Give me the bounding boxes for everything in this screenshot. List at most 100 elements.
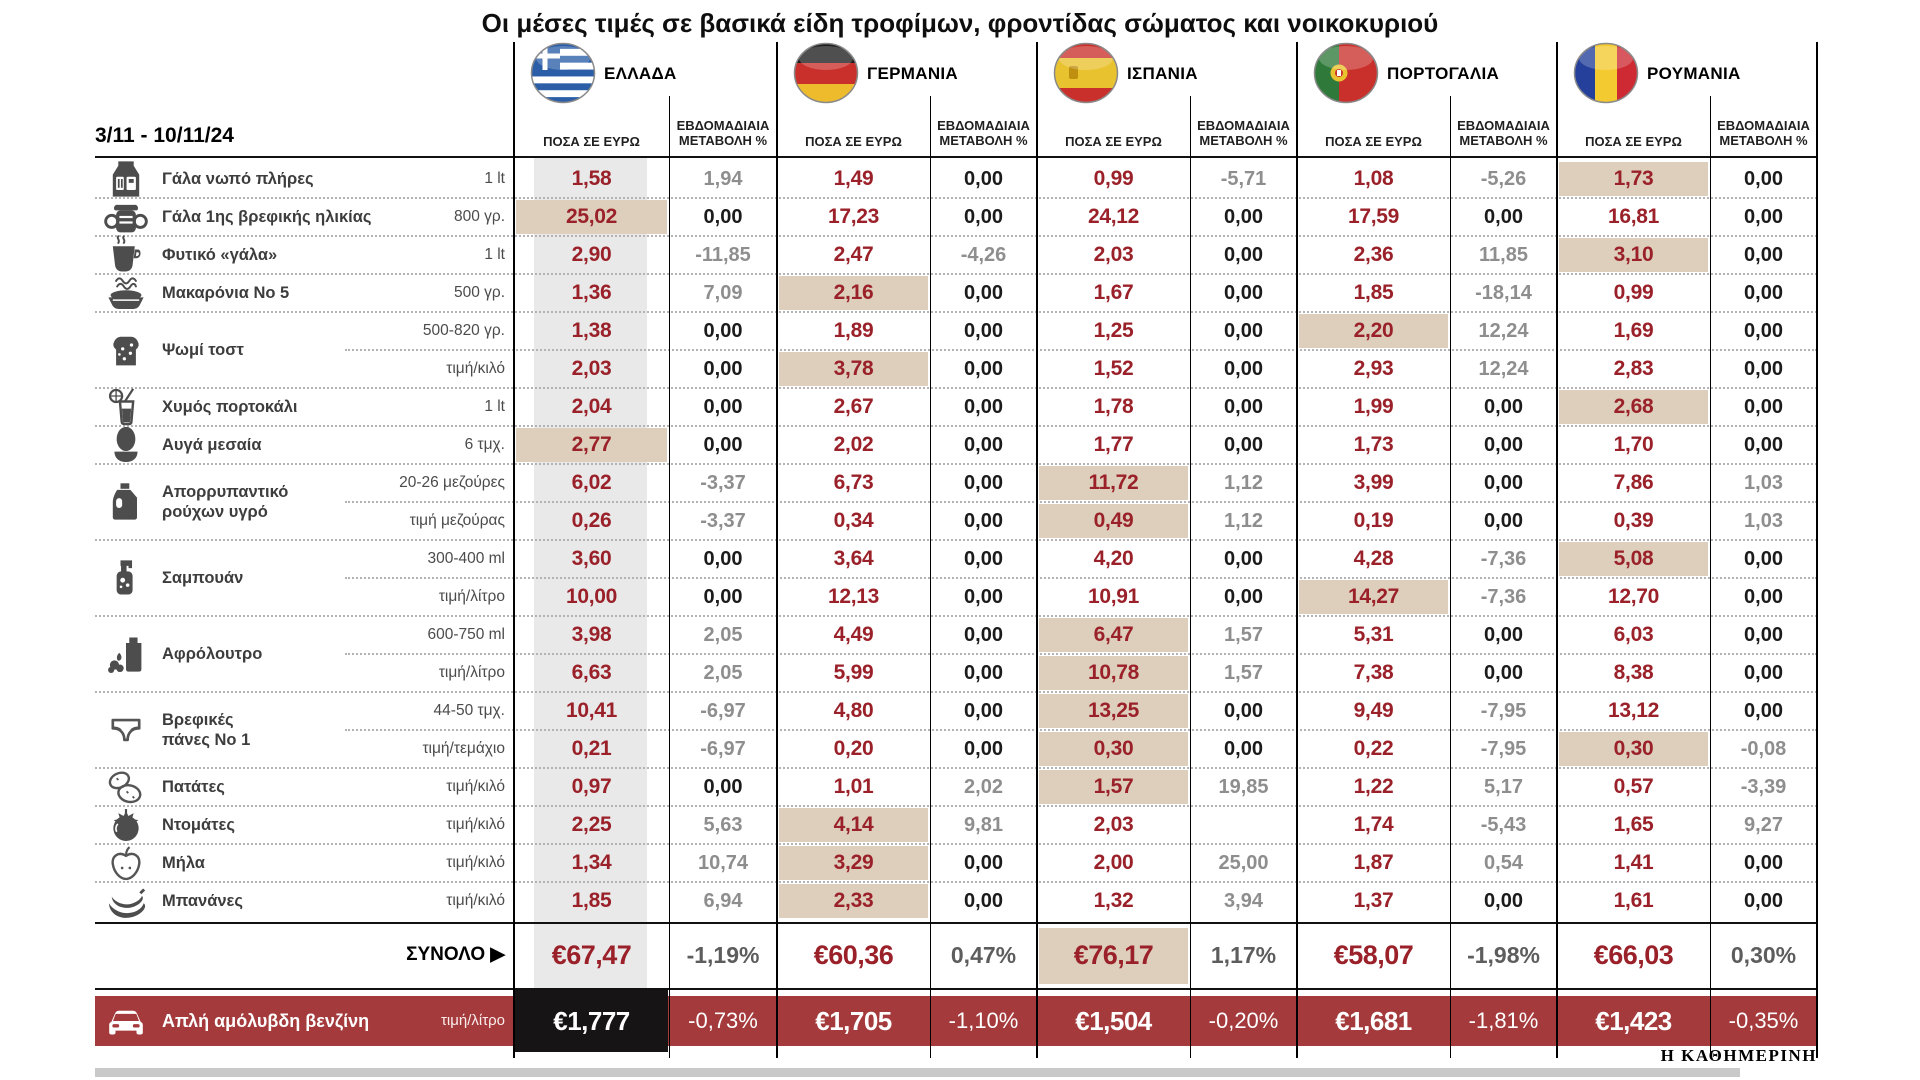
- price-value: 6,47: [1093, 623, 1134, 646]
- product-name: πάνες No 1: [162, 731, 251, 749]
- change-value: 0,00: [964, 738, 1003, 760]
- footer-bar: [95, 1068, 1740, 1077]
- fuel-price-value: €1,681: [1335, 1006, 1412, 1036]
- product-name: ρούχων υγρό: [162, 503, 268, 521]
- highlight-cell: [1039, 618, 1188, 652]
- change-value: 1,03: [1744, 472, 1783, 494]
- price-value: 0,99: [1613, 281, 1654, 304]
- change-value: 0,00: [964, 320, 1003, 342]
- fuel-name: Απλή αμόλυβδη βενζίνη: [162, 1011, 370, 1031]
- highlight-cell: [516, 428, 667, 462]
- change-value: 0,00: [1744, 548, 1783, 570]
- price-value: 6,03: [1613, 623, 1654, 646]
- price-value: 7,38: [1353, 661, 1394, 684]
- change-value: 0,00: [964, 206, 1003, 228]
- product-name: Γάλα 1ης βρεφικής ηλικίας: [162, 208, 372, 226]
- fuel-price-value: €1,705: [815, 1006, 892, 1036]
- change-value: -4,26: [960, 244, 1007, 266]
- change-value: 0,00: [1744, 586, 1783, 608]
- germany-flag-icon: [793, 42, 859, 104]
- column-header-change-line2: ΜΕΤΑΒΟΛΗ %: [1459, 133, 1548, 148]
- change-value: 0,00: [1484, 662, 1523, 684]
- unit-label: 20-26 μεζούρες: [399, 474, 505, 491]
- juice-glass-icon: [104, 385, 148, 429]
- change-value: 0,00: [703, 548, 743, 570]
- price-value: 0,26: [571, 509, 612, 532]
- change-value: -0,08: [1740, 738, 1787, 760]
- change-value: 0,00: [703, 320, 743, 342]
- change-value: 0,00: [1224, 548, 1263, 570]
- highlight-cell: [779, 276, 928, 310]
- mug-icon: [104, 233, 148, 277]
- row-divider: [95, 615, 1817, 617]
- price-value: 16,81: [1607, 205, 1660, 228]
- price-value: 1,67: [1093, 281, 1134, 304]
- date-range: 3/11 - 10/11/24: [95, 124, 234, 147]
- change-value: 0,00: [1744, 624, 1783, 646]
- price-value: 1,22: [1353, 775, 1394, 798]
- price-value: 1,25: [1093, 319, 1134, 342]
- change-value: 0,00: [703, 396, 743, 418]
- change-value: 0,00: [703, 776, 743, 798]
- highlight-cell: [779, 884, 928, 918]
- price-value: 0,97: [571, 775, 612, 798]
- product-name: Μήλα: [162, 854, 205, 872]
- highlight-cell: [1559, 732, 1708, 766]
- column-header-change-line2: ΜΕΤΑΒΟΛΗ %: [939, 133, 1028, 148]
- column-divider: [1450, 96, 1451, 1058]
- product-name: Αφρόλουτρο: [162, 645, 263, 663]
- row-divider: [95, 425, 1817, 427]
- price-value: 10,00: [565, 585, 618, 608]
- unit-label: 600-750 ml: [427, 626, 505, 643]
- totals-change-value: -1,19%: [686, 942, 760, 968]
- unit-label: 800 γρ.: [453, 208, 505, 225]
- car-icon: [104, 1000, 148, 1042]
- totals-price-value: €60,36: [813, 940, 894, 970]
- product-name: Φυτικό «γάλα»: [162, 246, 278, 264]
- spain-flag-icon: [1053, 42, 1119, 104]
- column-divider: [1816, 42, 1818, 1058]
- column-header-price: ΠΟΣΑ ΣΕ ΕΥΡΩ: [1585, 134, 1682, 149]
- change-value: 7,09: [703, 282, 743, 304]
- product-name: Ψωμί τοστ: [162, 341, 244, 359]
- highlight-cell: [779, 352, 928, 386]
- price-value: 5,99: [833, 661, 874, 684]
- fuel-price-value: €1,423: [1595, 1006, 1672, 1036]
- change-value: 5,63: [703, 814, 743, 836]
- price-value: 2,02: [833, 433, 874, 456]
- price-value: 13,25: [1087, 699, 1140, 722]
- highlight-cell: [1299, 314, 1448, 348]
- unit-label: 1 lt: [484, 246, 505, 263]
- column-header-change-line1: ΕΒΔΟΜΑΔΙΑΙΑ: [937, 118, 1030, 133]
- price-value: 7,86: [1613, 471, 1654, 494]
- price-value: 13,12: [1607, 699, 1660, 722]
- change-value: 0,00: [1744, 852, 1783, 874]
- price-value: 1,69: [1613, 319, 1654, 342]
- fuel-change-value: -0,35%: [1728, 1008, 1799, 1033]
- highlight-cell: [779, 808, 928, 842]
- price-value: 0,49: [1093, 509, 1134, 532]
- price-value: 5,31: [1353, 623, 1394, 646]
- column-divider: [776, 42, 778, 1058]
- change-value: 0,00: [964, 510, 1003, 532]
- price-value: 4,80: [833, 699, 874, 722]
- price-value: 0,30: [1093, 737, 1134, 760]
- change-value: -3,37: [700, 510, 746, 532]
- price-value: 1,32: [1093, 889, 1134, 912]
- change-value: 0,00: [1224, 434, 1263, 456]
- price-value: 1,57: [1093, 775, 1134, 798]
- change-value: 1,12: [1224, 472, 1263, 494]
- price-value: 25,02: [565, 205, 618, 228]
- price-value: 2,04: [571, 395, 612, 418]
- price-value: 2,16: [833, 281, 874, 304]
- price-value: 0,20: [833, 737, 874, 760]
- price-value: 6,73: [833, 471, 874, 494]
- country-name: ΕΛΛΑΔΑ: [604, 64, 677, 83]
- highlight-cell: [779, 846, 928, 880]
- price-value: 3,29: [833, 851, 874, 874]
- change-value: 0,00: [1484, 890, 1523, 912]
- column-header-change: ΕΒΔΟΜΑΔΙΑΙΑ ΜΕΤΑΒΟΛΗ %: [1190, 118, 1297, 150]
- price-value: 2,03: [571, 357, 612, 380]
- unit-label: τιμή/κιλό: [446, 892, 505, 909]
- price-value: 1,61: [1613, 889, 1654, 912]
